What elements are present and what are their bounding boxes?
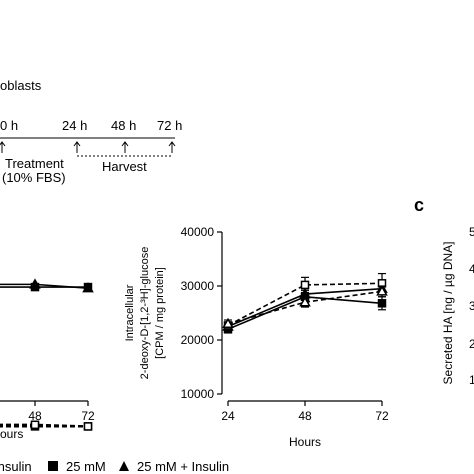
- y-axis-label: Secreted HA [ng / µg DNA]: [441, 242, 455, 385]
- timeline-tick-24h: 24 h: [62, 118, 88, 133]
- y-tick-label: 5: [469, 225, 474, 239]
- legend-label-insulin: Insulin: [0, 459, 32, 474]
- series-line: [227, 282, 383, 327]
- data-point: [83, 422, 93, 431]
- data-point: [30, 420, 40, 430]
- x-tick-label: 72: [81, 409, 95, 423]
- legend-marker-square: [48, 461, 58, 471]
- y-tick-label: 2: [469, 337, 474, 351]
- y-tick-label: 40000: [181, 225, 215, 239]
- timeline-arrow: [121, 141, 129, 153]
- x-tick-label: 48: [28, 409, 42, 423]
- series-line: [227, 290, 383, 325]
- x-tick-label: 48: [298, 409, 312, 423]
- y-tick-label: 10000: [181, 387, 215, 401]
- x-axis-label: Hours: [289, 435, 321, 449]
- x-axis-label: ours: [0, 427, 23, 441]
- timeline-arrows: [0, 141, 176, 153]
- data-point: [82, 282, 94, 293]
- y-tick-label: 1: [469, 373, 474, 387]
- y-tick-label: 20000: [181, 333, 215, 347]
- timeline-tick-48h: 48 h: [111, 118, 137, 133]
- data-point: [299, 296, 311, 307]
- treatment-label: Treatment: [5, 156, 64, 171]
- data-point: [29, 278, 41, 289]
- legend-label-25mm: 25 mM: [66, 459, 106, 474]
- data-point: [300, 280, 310, 290]
- timeline-arrow: [0, 141, 6, 153]
- timeline-tick-0h: 0 h: [0, 118, 19, 133]
- timeline-tick-72h: 72 h: [157, 118, 183, 133]
- series: [0, 420, 93, 431]
- treatment-condition-label: (10% FBS): [2, 170, 66, 185]
- data-point: [376, 285, 388, 296]
- legend-marker-triangle: [119, 461, 129, 471]
- legend-label-25mm-insulin: 25 mM + Insulin: [137, 459, 230, 474]
- data-point: [377, 299, 387, 308]
- y-axis-label: [CPM / mg protein]: [154, 267, 166, 359]
- data-point: [222, 317, 234, 329]
- y-axis-label: 2-deoxy-D-[1,2-³H]-glucose: [139, 247, 151, 380]
- timeline: [0, 137, 176, 157]
- y-tick-label: 3: [469, 299, 474, 313]
- x-tick-label: 72: [375, 409, 389, 423]
- y-tick-label: 4: [469, 262, 474, 276]
- series: [222, 285, 388, 329]
- y-tick-label: 30000: [181, 279, 215, 293]
- panel-c-letter: c: [414, 195, 425, 215]
- timeline-arrow: [73, 141, 81, 153]
- series: [0, 278, 94, 293]
- y-axis-label: Intracellular: [124, 284, 136, 341]
- cell-type-label: oblasts: [0, 78, 42, 93]
- x-tick-label: 24: [221, 409, 235, 423]
- harvest-label: Harvest: [102, 159, 147, 174]
- timeline-arrow: [168, 141, 176, 153]
